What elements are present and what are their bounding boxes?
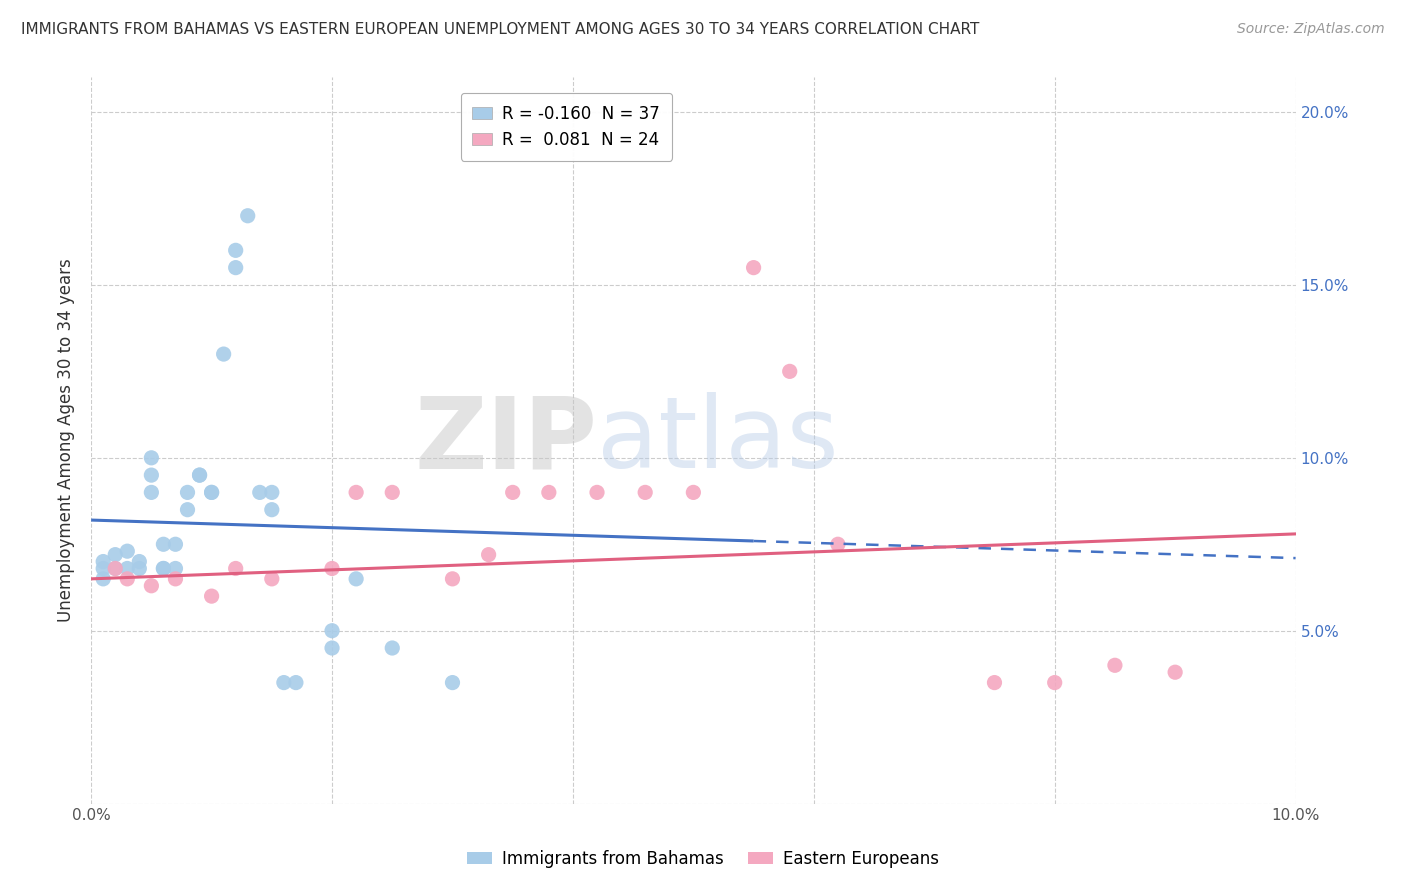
Point	[225, 260, 247, 275]
Point	[1164, 665, 1187, 680]
Point	[188, 468, 211, 483]
Point	[128, 561, 150, 575]
Point	[634, 485, 657, 500]
Point	[441, 572, 464, 586]
Point	[249, 485, 271, 500]
Point	[284, 675, 307, 690]
Point	[321, 624, 343, 638]
Point	[827, 537, 849, 551]
Point	[141, 579, 163, 593]
Point	[141, 485, 163, 500]
Point	[478, 548, 501, 562]
Point	[344, 572, 367, 586]
Point	[537, 485, 560, 500]
Point	[165, 561, 187, 575]
Point	[128, 555, 150, 569]
Point	[91, 572, 114, 586]
Point	[200, 485, 222, 500]
Y-axis label: Unemployment Among Ages 30 to 34 years: Unemployment Among Ages 30 to 34 years	[58, 259, 75, 623]
Point	[200, 589, 222, 603]
Point	[441, 675, 464, 690]
Point	[117, 561, 139, 575]
Text: Source: ZipAtlas.com: Source: ZipAtlas.com	[1237, 22, 1385, 37]
Point	[152, 537, 174, 551]
Point	[152, 561, 174, 575]
Point	[260, 485, 283, 500]
Point	[104, 561, 127, 575]
Point	[742, 260, 765, 275]
Point	[321, 561, 343, 575]
Point	[176, 502, 198, 516]
Point	[141, 468, 163, 483]
Point	[260, 502, 283, 516]
Point	[779, 364, 801, 378]
Point	[236, 209, 259, 223]
Point	[260, 572, 283, 586]
Point	[200, 485, 222, 500]
Legend: R = -0.160  N = 37, R =  0.081  N = 24: R = -0.160 N = 37, R = 0.081 N = 24	[461, 93, 672, 161]
Point	[176, 485, 198, 500]
Point	[502, 485, 524, 500]
Point	[1104, 658, 1126, 673]
Point	[141, 450, 163, 465]
Point	[682, 485, 704, 500]
Text: atlas: atlas	[598, 392, 838, 489]
Point	[91, 555, 114, 569]
Point	[225, 244, 247, 258]
Point	[344, 485, 367, 500]
Point	[225, 561, 247, 575]
Point	[117, 572, 139, 586]
Point	[117, 544, 139, 558]
Point	[983, 675, 1005, 690]
Point	[188, 468, 211, 483]
Point	[165, 572, 187, 586]
Point	[212, 347, 235, 361]
Point	[586, 485, 609, 500]
Point	[152, 561, 174, 575]
Point	[381, 640, 404, 655]
Point	[1043, 675, 1066, 690]
Legend: Immigrants from Bahamas, Eastern Europeans: Immigrants from Bahamas, Eastern Europea…	[460, 844, 946, 875]
Point	[104, 561, 127, 575]
Point	[91, 561, 114, 575]
Point	[381, 485, 404, 500]
Point	[165, 537, 187, 551]
Point	[321, 640, 343, 655]
Text: IMMIGRANTS FROM BAHAMAS VS EASTERN EUROPEAN UNEMPLOYMENT AMONG AGES 30 TO 34 YEA: IMMIGRANTS FROM BAHAMAS VS EASTERN EUROP…	[21, 22, 980, 37]
Point	[273, 675, 295, 690]
Text: ZIP: ZIP	[415, 392, 598, 489]
Point	[104, 548, 127, 562]
